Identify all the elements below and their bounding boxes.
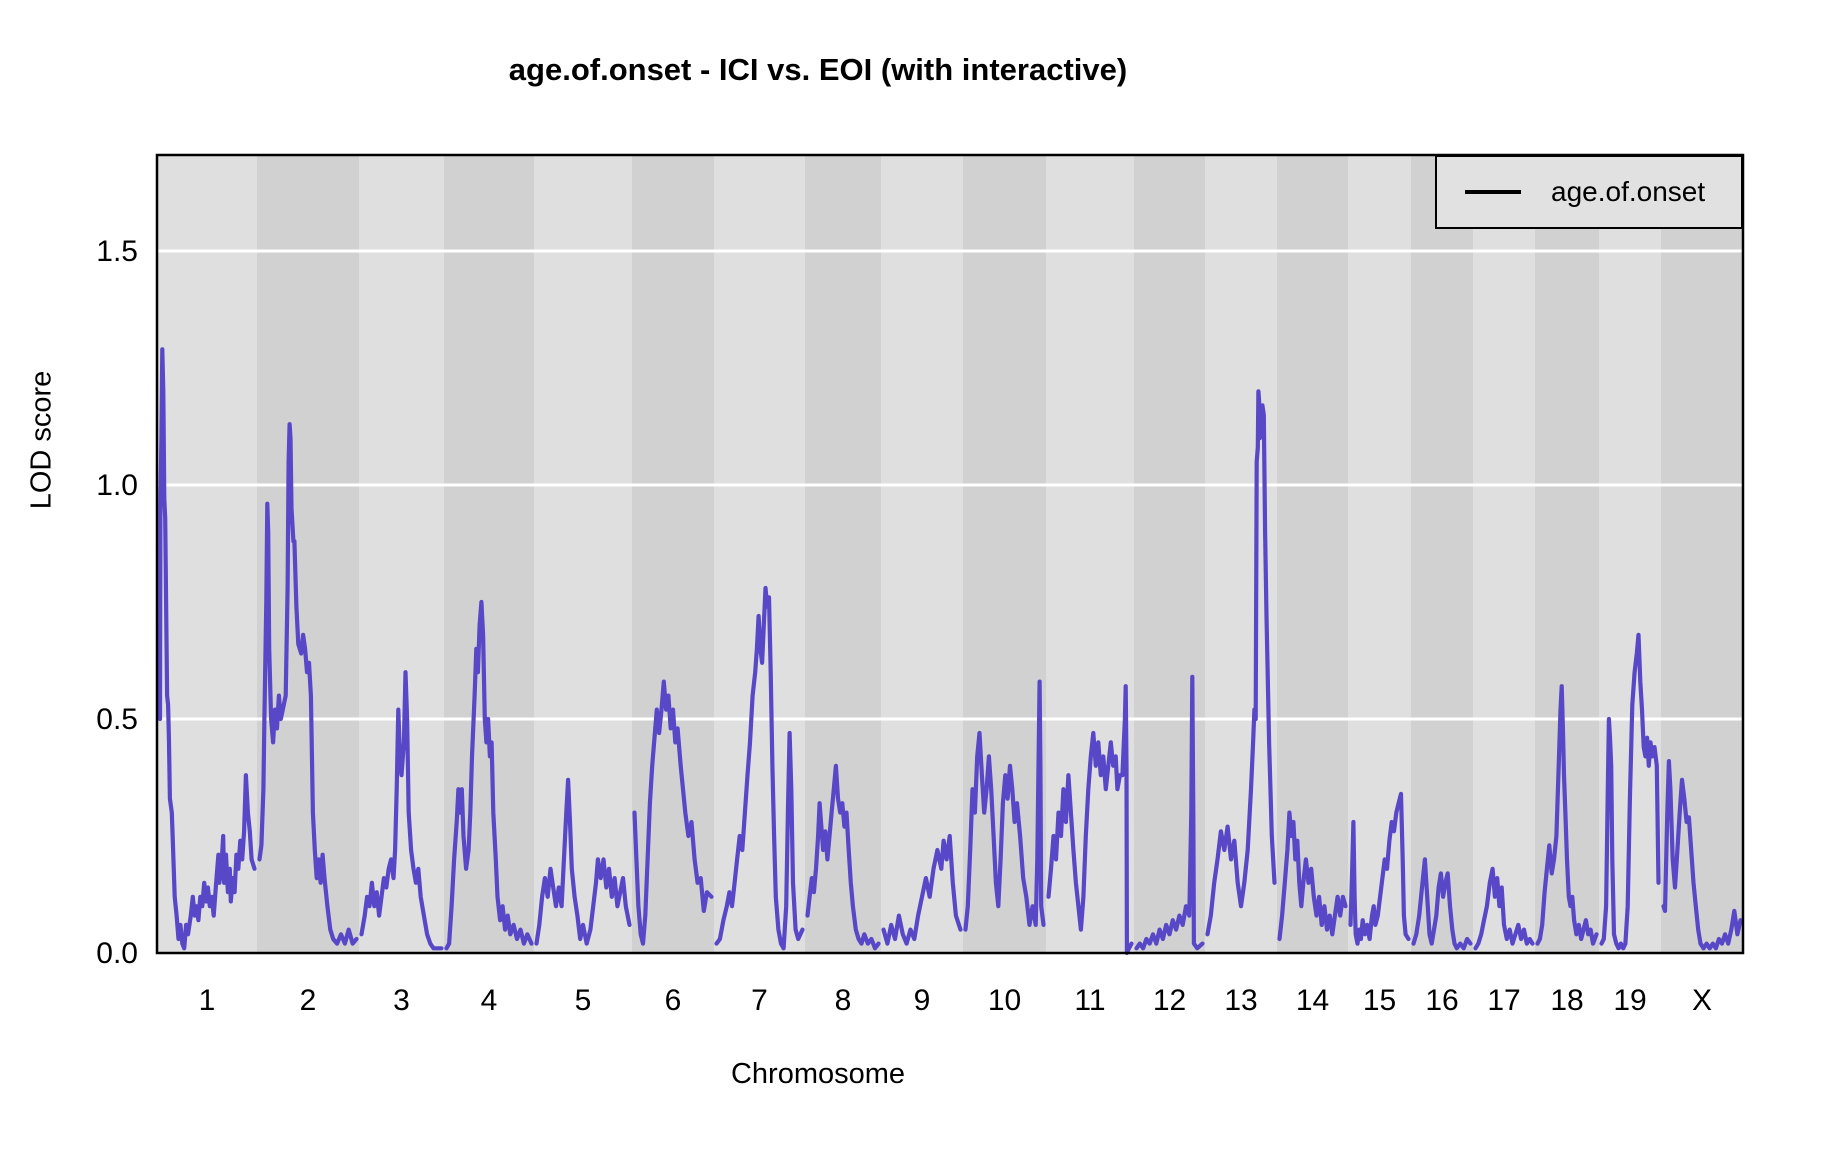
lod-curve-chr17 [1473,866,1535,951]
lod-curve-chr16 [1411,857,1473,951]
x-tick-label-chr11: 11 [1074,984,1105,1017]
lod-curve-chr15 [1348,791,1411,946]
x-tick-label-chr19: 19 [1613,984,1646,1017]
chrom-band-3 [359,155,444,953]
x-tick-label-chr4: 4 [481,984,498,1017]
x-tick-label-chr17: 17 [1487,984,1520,1017]
x-tick-label-chr15: 15 [1363,984,1396,1017]
chrom-band-10 [963,155,1046,953]
lod-curve-chr4 [444,599,534,951]
x-tick-label-chr6: 6 [665,984,682,1017]
x-tick-label-chr3: 3 [393,984,410,1017]
lod-curve-chr13 [1205,389,1277,937]
chrom-band-16 [1411,155,1473,953]
chrom-band-6 [632,155,714,953]
x-tick-label-chrX: X [1692,984,1712,1017]
x-tick-label-chr7: 7 [751,984,768,1017]
chart-title: age.of.onset - ICI vs. EOI (with interac… [508,52,1128,87]
chrom-band-X [1661,155,1743,953]
x-axis-label: Chromosome [730,1058,906,1090]
lod-curve-chr14 [1277,810,1348,942]
y-tick-label-0.5: 0.5 [96,703,138,736]
x-tick-label-chr1: 1 [199,984,216,1017]
lod-curve-chr5 [534,777,632,946]
x-tick-label-chr14: 14 [1296,984,1329,1017]
x-tick-label-chr9: 9 [914,984,931,1017]
legend-series-label: age.of.onset [1551,176,1706,207]
lod-curve-chr8 [805,763,881,951]
x-tick-label-chr16: 16 [1425,984,1458,1017]
lod-curve-chr12 [1134,674,1205,951]
lod-curve-chr11 [1046,684,1134,956]
legend: age.of.onset [1435,155,1743,229]
lod-curve-chr1 [157,347,257,951]
lod-curve-chr9 [881,833,963,946]
lod-curve-chr10 [963,679,1046,932]
lod-curve-chrX [1661,759,1743,951]
chrom-band-9 [881,155,963,953]
lod-curve-chr2 [257,422,359,946]
lod-curve-chr18 [1535,684,1599,946]
x-tick-label-chr10: 10 [988,984,1021,1017]
y-tick-label-1.5: 1.5 [96,235,138,268]
x-tick-label-chr5: 5 [575,984,592,1017]
chrom-band-17 [1473,155,1535,953]
plot-border [155,153,1745,955]
lod-curve-chr19 [1599,632,1661,951]
x-tick-label-chr18: 18 [1550,984,1583,1017]
y-axis-label: LOD score [25,370,58,510]
x-tick-label-chr8: 8 [835,984,852,1017]
x-tick-label-chr13: 13 [1224,984,1257,1017]
lod-curve-chr6 [632,679,714,946]
y-tick-label-0.0: 0.0 [96,937,138,970]
x-tick-label-chr12: 12 [1153,984,1186,1017]
lod-curve-chr7 [714,585,805,951]
chrom-band-4 [444,155,534,953]
lod-curve-chr3 [359,670,444,951]
legend-line-sample [1465,190,1521,194]
x-tick-label-chr2: 2 [300,984,317,1017]
y-tick-label-1.0: 1.0 [96,469,138,502]
chrom-band-5 [534,155,632,953]
chrom-band-2 [257,155,359,953]
